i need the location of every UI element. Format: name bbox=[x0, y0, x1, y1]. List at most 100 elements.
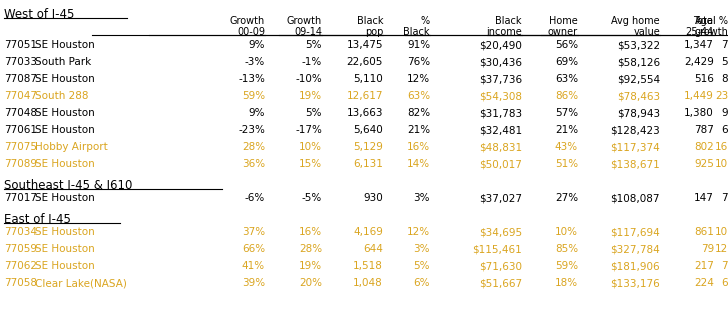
Text: 14%: 14% bbox=[407, 159, 430, 169]
Text: owner: owner bbox=[548, 27, 578, 37]
Text: $117,694: $117,694 bbox=[610, 227, 660, 237]
Text: 1,380: 1,380 bbox=[684, 108, 714, 118]
Text: 36%: 36% bbox=[242, 159, 265, 169]
Text: 5%: 5% bbox=[306, 40, 322, 50]
Text: 63%: 63% bbox=[407, 91, 430, 101]
Text: 224: 224 bbox=[694, 278, 714, 288]
Text: 77017: 77017 bbox=[4, 193, 37, 203]
Text: $53,322: $53,322 bbox=[617, 40, 660, 50]
Text: 1,048: 1,048 bbox=[353, 278, 383, 288]
Text: 217: 217 bbox=[694, 261, 714, 271]
Text: $37,027: $37,027 bbox=[479, 193, 522, 203]
Text: Southeast I-45 & I610: Southeast I-45 & I610 bbox=[4, 179, 132, 192]
Text: 16%: 16% bbox=[299, 227, 322, 237]
Text: 77048: 77048 bbox=[4, 108, 37, 118]
Text: 51%: 51% bbox=[555, 159, 578, 169]
Text: 77087: 77087 bbox=[4, 74, 37, 84]
Text: 18%: 18% bbox=[555, 278, 578, 288]
Text: 5,129: 5,129 bbox=[353, 142, 383, 152]
Text: 16: 16 bbox=[715, 142, 728, 152]
Text: SE Houston: SE Houston bbox=[35, 125, 95, 135]
Text: 12,617: 12,617 bbox=[347, 91, 383, 101]
Text: $48,831: $48,831 bbox=[479, 142, 522, 152]
Text: value: value bbox=[633, 27, 660, 37]
Text: Growth: Growth bbox=[230, 16, 265, 25]
Text: 6%: 6% bbox=[414, 278, 430, 288]
Text: %: % bbox=[421, 16, 430, 25]
Text: 77047: 77047 bbox=[4, 91, 37, 101]
Text: SE Houston: SE Houston bbox=[35, 108, 95, 118]
Text: 66%: 66% bbox=[242, 244, 265, 254]
Text: Clear Lake(NASA): Clear Lake(NASA) bbox=[35, 278, 127, 288]
Text: $78,943: $78,943 bbox=[617, 108, 660, 118]
Text: West of I-45: West of I-45 bbox=[4, 8, 75, 21]
Text: 5%: 5% bbox=[306, 108, 322, 118]
Text: -23%: -23% bbox=[238, 125, 265, 135]
Text: SE Houston: SE Houston bbox=[35, 159, 95, 169]
Text: 91%: 91% bbox=[407, 40, 430, 50]
Text: Total %: Total % bbox=[693, 16, 728, 25]
Text: 37%: 37% bbox=[242, 227, 265, 237]
Text: 13,475: 13,475 bbox=[347, 40, 383, 50]
Text: 3%: 3% bbox=[414, 244, 430, 254]
Text: -17%: -17% bbox=[295, 125, 322, 135]
Text: Growth: Growth bbox=[287, 16, 322, 25]
Text: $30,436: $30,436 bbox=[479, 57, 522, 67]
Text: $133,176: $133,176 bbox=[610, 278, 660, 288]
Text: 10%: 10% bbox=[555, 227, 578, 237]
Text: 77033: 77033 bbox=[4, 57, 37, 67]
Text: 41%: 41% bbox=[242, 261, 265, 271]
Text: 27%: 27% bbox=[555, 193, 578, 203]
Text: 19%: 19% bbox=[299, 91, 322, 101]
Text: 20%: 20% bbox=[299, 278, 322, 288]
Text: 4,169: 4,169 bbox=[353, 227, 383, 237]
Text: 8: 8 bbox=[721, 74, 728, 84]
Text: 13,663: 13,663 bbox=[347, 108, 383, 118]
Text: 76%: 76% bbox=[407, 57, 430, 67]
Text: 7: 7 bbox=[721, 193, 728, 203]
Text: 21%: 21% bbox=[407, 125, 430, 135]
Text: 77034: 77034 bbox=[4, 227, 37, 237]
Text: 7: 7 bbox=[721, 40, 728, 50]
Text: $31,783: $31,783 bbox=[479, 108, 522, 118]
Text: 6: 6 bbox=[721, 125, 728, 135]
Text: 43%: 43% bbox=[555, 142, 578, 152]
Text: 147: 147 bbox=[694, 193, 714, 203]
Text: Black: Black bbox=[496, 16, 522, 25]
Text: 7: 7 bbox=[721, 261, 728, 271]
Text: $92,554: $92,554 bbox=[617, 74, 660, 84]
Text: -10%: -10% bbox=[296, 74, 322, 84]
Text: 1,347: 1,347 bbox=[684, 40, 714, 50]
Text: -6%: -6% bbox=[245, 193, 265, 203]
Text: $58,126: $58,126 bbox=[617, 57, 660, 67]
Text: 22,605: 22,605 bbox=[347, 57, 383, 67]
Text: -3%: -3% bbox=[245, 57, 265, 67]
Text: 86%: 86% bbox=[555, 91, 578, 101]
Text: $71,630: $71,630 bbox=[479, 261, 522, 271]
Text: 12%: 12% bbox=[407, 74, 430, 84]
Text: SE Houston: SE Houston bbox=[35, 74, 95, 84]
Text: 25-44: 25-44 bbox=[686, 27, 714, 37]
Text: 5,640: 5,640 bbox=[353, 125, 383, 135]
Text: 6: 6 bbox=[721, 278, 728, 288]
Text: 57%: 57% bbox=[555, 108, 578, 118]
Text: $108,087: $108,087 bbox=[611, 193, 660, 203]
Text: 82%: 82% bbox=[407, 108, 430, 118]
Text: 5,110: 5,110 bbox=[353, 74, 383, 84]
Text: 28%: 28% bbox=[242, 142, 265, 152]
Text: 802: 802 bbox=[695, 142, 714, 152]
Text: 861: 861 bbox=[694, 227, 714, 237]
Text: 644: 644 bbox=[363, 244, 383, 254]
Text: 00-09: 00-09 bbox=[237, 27, 265, 37]
Text: 77062: 77062 bbox=[4, 261, 37, 271]
Text: SE Houston: SE Houston bbox=[35, 193, 95, 203]
Text: $34,695: $34,695 bbox=[479, 227, 522, 237]
Text: 77051: 77051 bbox=[4, 40, 37, 50]
Text: 6,131: 6,131 bbox=[353, 159, 383, 169]
Text: $181,906: $181,906 bbox=[610, 261, 660, 271]
Text: 516: 516 bbox=[694, 74, 714, 84]
Text: Black: Black bbox=[357, 16, 383, 25]
Text: -13%: -13% bbox=[238, 74, 265, 84]
Text: 77059: 77059 bbox=[4, 244, 37, 254]
Text: -5%: -5% bbox=[301, 193, 322, 203]
